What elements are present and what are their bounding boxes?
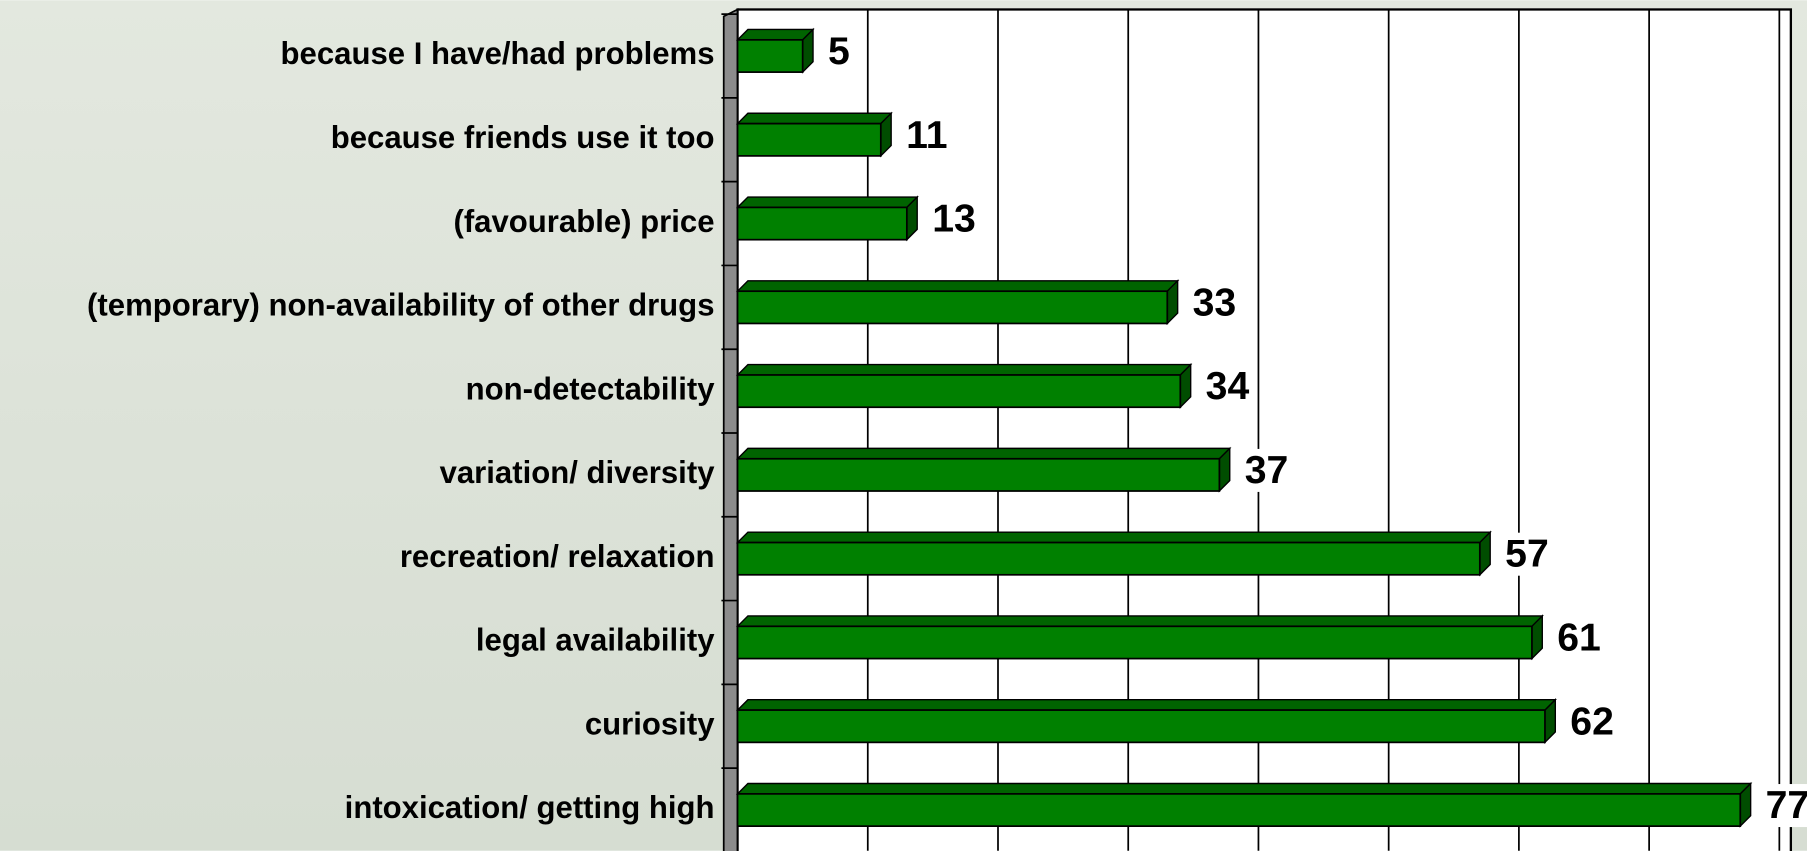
bar-top [735,363,1193,376]
value-label: 77 [1766,784,1807,827]
bar-top [735,699,1557,711]
value-label: 5 [828,30,850,73]
bar [736,374,1182,409]
bar [736,38,804,73]
y-tick-label: (favourable) price [453,204,714,239]
value-label: 11 [906,114,947,157]
bar [736,709,1546,744]
bar-top [735,28,815,41]
value-label-bg [1565,700,1619,744]
value-label: 33 [1193,281,1237,324]
value-label-bg [1188,281,1241,325]
bar [736,122,882,157]
side-wall [722,8,739,851]
value-label: 34 [1206,365,1250,408]
value-label-bg [1240,448,1293,492]
bar-top [735,447,1232,460]
y-tick-label: because friends use it too [331,120,715,155]
value-label-bg [1201,365,1255,409]
bar [736,793,1742,828]
bar-top [735,531,1492,544]
value-label-bg [927,197,981,241]
y-tick-label: recreation/ relaxation [400,539,715,574]
bar-top [735,280,1180,292]
bar [736,541,1481,576]
bar-top [735,112,893,125]
y-tick-label: because I have/had problems [281,36,715,71]
value-label: 37 [1245,449,1289,492]
y-tick-label: curiosity [585,706,715,741]
value-label-bg [1761,784,1807,828]
y-tick-label: non-detectability [466,371,716,406]
value-label-bg [901,113,953,157]
value-label: 62 [1570,700,1614,743]
y-tick-label: (temporary) non-availability of other dr… [87,288,714,323]
bar [736,290,1169,325]
y-tick-label: variation/ diversity [440,455,716,490]
bar-top [735,196,919,209]
bar [736,206,908,241]
bar [736,625,1533,660]
y-tick-label: intoxication/ getting high [345,790,715,825]
y-tick-label: legal availability [476,623,715,658]
value-label-bg [1552,616,1606,660]
value-label: 13 [932,198,976,241]
bar-top [735,615,1544,628]
value-label-bg [1500,532,1554,576]
bar-top [735,782,1753,795]
bar [736,457,1221,492]
value-label-bg [823,30,855,74]
value-label: 57 [1505,533,1549,576]
value-label: 61 [1557,616,1601,659]
